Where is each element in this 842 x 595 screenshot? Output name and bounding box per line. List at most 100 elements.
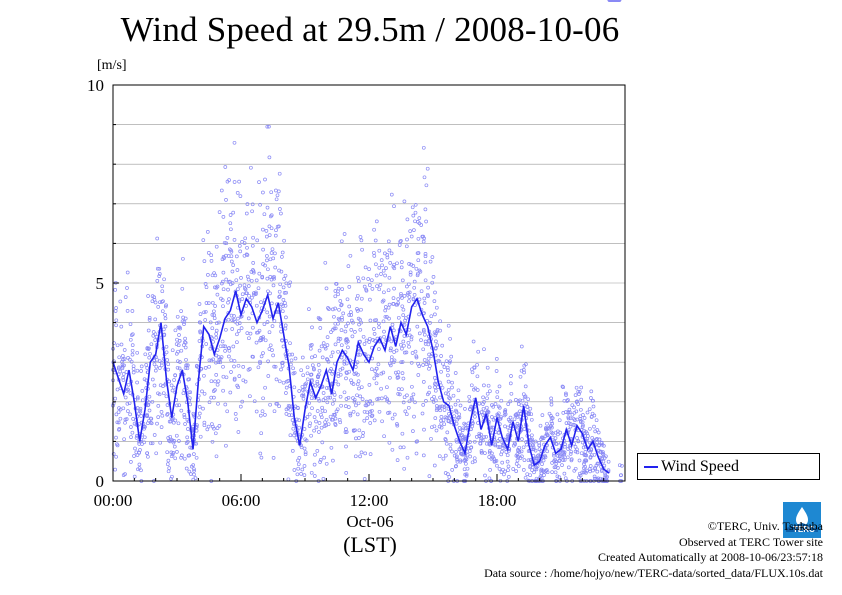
scatter-point — [518, 409, 522, 414]
scatter-point — [120, 364, 125, 369]
scatter-point — [157, 366, 162, 370]
scatter-point — [168, 434, 173, 439]
scatter-point — [379, 396, 384, 401]
scatter-point — [177, 366, 182, 371]
scatter-point — [128, 412, 132, 417]
scatter-point — [346, 405, 351, 409]
scatter-point — [513, 442, 518, 446]
scatter-point — [326, 359, 331, 364]
scatter-point — [248, 331, 253, 336]
scatter-point — [316, 363, 321, 367]
scatter-point — [336, 289, 340, 294]
scatter-point — [182, 413, 187, 417]
scatter-point — [232, 364, 236, 369]
scatter-point — [220, 281, 224, 286]
scatter-point — [413, 349, 418, 354]
scatter-point — [273, 265, 278, 270]
scatter-point — [417, 297, 422, 302]
scatter-point — [300, 384, 305, 389]
scatter-point — [277, 379, 282, 384]
scatter-point — [289, 413, 294, 418]
scatter-point — [439, 369, 443, 374]
scatter-point — [358, 317, 362, 322]
scatter-point — [237, 321, 242, 325]
scatter-point — [391, 296, 396, 300]
scatter-point — [412, 279, 417, 284]
scatter-point — [228, 390, 233, 395]
scatter-point — [457, 412, 462, 417]
scatter-point — [130, 343, 135, 347]
scatter-point — [405, 393, 409, 398]
scatter-point — [444, 391, 448, 396]
scatter-point — [361, 334, 366, 339]
scatter-point — [389, 346, 393, 351]
scatter-point — [414, 439, 419, 444]
scatter-point — [231, 263, 236, 267]
scatter-point — [237, 374, 242, 378]
scatter-point — [229, 370, 233, 374]
scatter-point — [203, 366, 208, 370]
scatter-point — [272, 364, 277, 369]
scatter-point — [347, 285, 352, 289]
scatter-point — [280, 338, 284, 343]
scatter-point — [339, 302, 344, 307]
scatter-point — [113, 288, 118, 292]
scatter-point — [451, 393, 456, 398]
scatter-point — [161, 391, 166, 396]
scatter-point — [522, 370, 526, 375]
scatter-point — [286, 406, 291, 410]
scatter-point — [438, 404, 443, 409]
scatter-point — [240, 297, 245, 301]
scatter-point — [472, 411, 477, 415]
scatter-point — [216, 379, 221, 384]
scatter-point — [566, 398, 570, 402]
scatter-point — [113, 467, 117, 472]
scatter-point — [440, 343, 445, 348]
scatter-point — [169, 454, 174, 459]
scatter-point — [182, 343, 186, 347]
scatter-point — [179, 309, 183, 313]
scatter-point — [309, 373, 313, 377]
scatter-point — [288, 280, 293, 285]
scatter-point — [305, 377, 310, 382]
scatter-point — [225, 179, 230, 184]
scatter-point — [521, 392, 526, 397]
scatter-point — [408, 229, 413, 233]
scatter-point — [254, 292, 258, 296]
scatter-point — [479, 438, 483, 443]
scatter-point — [240, 399, 245, 404]
scatter-point — [329, 330, 333, 334]
scatter-point — [495, 389, 500, 394]
scatter-point — [337, 307, 341, 312]
scatter-point — [617, 463, 622, 468]
scatter-point — [172, 444, 177, 449]
scatter-point — [131, 367, 136, 371]
scatter-point — [219, 296, 223, 301]
scatter-point — [276, 189, 281, 194]
scatter-point — [323, 260, 328, 265]
scatter-point — [161, 327, 166, 332]
scatter-point — [380, 419, 384, 424]
scatter-point — [237, 179, 241, 184]
scatter-point — [458, 403, 463, 408]
scatter-point — [113, 309, 118, 313]
scatter-point — [362, 477, 367, 481]
scatter-point — [372, 254, 377, 258]
scatter-point — [305, 371, 310, 376]
scatter-point — [339, 355, 344, 360]
scatter-point — [372, 332, 377, 336]
scatter-point — [153, 368, 158, 373]
scatter-point — [342, 361, 347, 366]
scatter-point — [181, 315, 185, 320]
scatter-point — [135, 395, 140, 400]
scatter-point — [248, 394, 252, 399]
scatter-point — [317, 368, 322, 373]
scatter-point — [229, 259, 234, 264]
scatter-point — [205, 230, 210, 234]
scatter-point — [499, 398, 504, 403]
scatter-point — [497, 437, 502, 441]
scatter-point — [152, 433, 157, 437]
scatter-point — [278, 294, 282, 299]
scatter-point — [386, 305, 391, 310]
scatter-point — [450, 385, 454, 390]
